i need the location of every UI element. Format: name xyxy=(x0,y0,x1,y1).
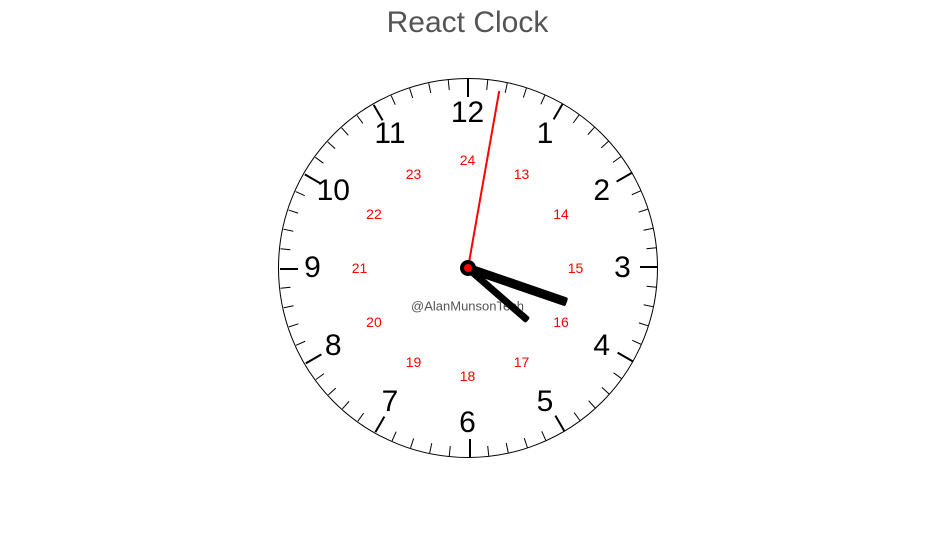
numeral-outer: 7 xyxy=(382,385,399,419)
numeral-outer: 11 xyxy=(374,117,405,151)
center-pivot-cap xyxy=(464,264,472,272)
numeral-inner: 19 xyxy=(406,354,422,370)
numeral-inner: 17 xyxy=(514,354,530,370)
numeral-outer: 1 xyxy=(537,117,554,151)
clock-container: @AlanMunsonTech 121234567891011241314151… xyxy=(0,58,935,478)
numeral-outer: 4 xyxy=(593,329,610,363)
numeral-outer: 5 xyxy=(537,385,554,419)
numeral-inner: 13 xyxy=(514,166,530,182)
numeral-inner: 14 xyxy=(553,206,569,222)
numeral-inner: 23 xyxy=(406,166,422,182)
numeral-inner: 15 xyxy=(568,260,584,276)
numeral-outer: 2 xyxy=(593,174,610,208)
tick-major xyxy=(640,266,658,268)
analog-clock: @AlanMunsonTech 121234567891011241314151… xyxy=(258,58,678,478)
tick-major xyxy=(280,268,298,270)
tick-major xyxy=(467,79,469,97)
numeral-inner: 20 xyxy=(366,314,382,330)
numeral-outer: 8 xyxy=(325,329,342,363)
tick-major xyxy=(469,439,471,457)
numeral-inner: 16 xyxy=(553,314,569,330)
numeral-outer: 10 xyxy=(317,174,350,208)
numeral-inner: 24 xyxy=(460,152,476,168)
numeral-outer: 12 xyxy=(451,96,484,130)
numeral-outer: 6 xyxy=(459,406,476,440)
numeral-inner: 22 xyxy=(366,206,382,222)
numeral-outer: 3 xyxy=(614,251,631,285)
page-title: React Clock xyxy=(0,6,935,40)
numeral-inner: 21 xyxy=(352,260,368,276)
numeral-inner: 18 xyxy=(460,368,476,384)
numeral-outer: 9 xyxy=(304,251,321,285)
